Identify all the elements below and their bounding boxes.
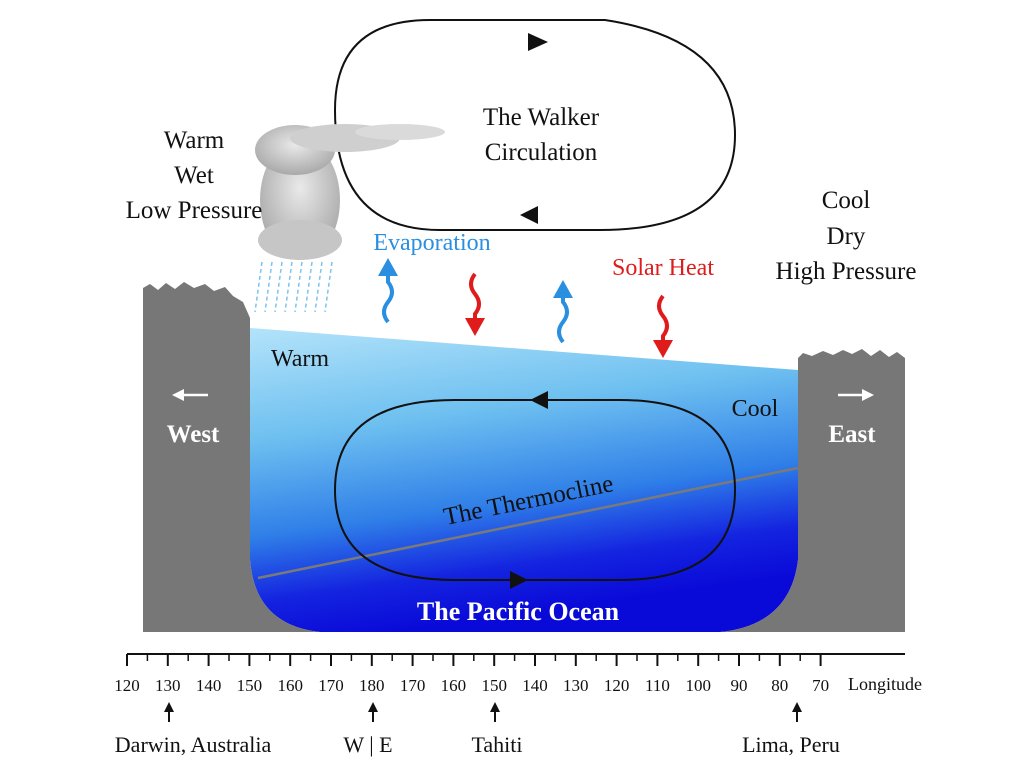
axis-tick-label: 70	[812, 676, 829, 695]
east-weather-line-3: High Pressure	[776, 258, 917, 285]
pacific-ocean-label: The Pacific Ocean	[417, 597, 620, 626]
axis-tick-label: 130	[563, 676, 589, 695]
axis-tick-label: 100	[685, 676, 711, 695]
pacific-ocean	[250, 328, 798, 632]
location-tahiti: Tahiti	[471, 732, 522, 757]
location-marker-lima	[792, 702, 802, 722]
location-marker-tahiti	[490, 702, 500, 722]
location-darwin: Darwin, Australia	[115, 732, 272, 757]
axis-tick-label: 180	[359, 676, 385, 695]
axis-tick-label: 150	[237, 676, 263, 695]
evaporation-arrow-2	[553, 280, 573, 344]
location-lima: Lima, Peru	[742, 732, 840, 757]
solar-heat-label: Solar Heat	[612, 255, 714, 281]
axis-tick-label: 120	[604, 676, 630, 695]
solar-heat-arrow-2	[653, 294, 673, 358]
longitude-axis: 120 130 140 150 160 170 180 170 160 150 140 130 120 1…	[114, 653, 905, 695]
storm-cloud	[255, 124, 445, 260]
location-dateline: W | E	[343, 732, 392, 757]
east-label: East	[828, 421, 876, 448]
axis-title: Longitude	[848, 674, 922, 694]
cool-water-label: Cool	[732, 396, 779, 422]
ocean-circulation-arrow-top	[530, 391, 548, 409]
location-marker-dateline	[368, 702, 378, 722]
axis-tick-label: 80	[771, 676, 788, 695]
east-weather-line-1: Cool	[822, 187, 871, 214]
east-arrow-icon	[838, 389, 874, 401]
west-weather-line-3: Low Pressure	[126, 197, 263, 224]
axis-tick-label: 140	[522, 676, 548, 695]
thermocline-line	[257, 466, 799, 580]
walker-arrow-bottom	[520, 206, 538, 224]
walker-circulation-loop	[333, 19, 737, 231]
location-marker-darwin	[164, 702, 174, 722]
axis-tick-label: 110	[645, 676, 670, 695]
axis-tick-label: 160	[277, 676, 303, 695]
east-landmass	[720, 349, 905, 632]
west-arrow-icon	[172, 389, 208, 401]
ocean-circulation-loop	[333, 399, 737, 581]
axis-tick-label: 120	[114, 676, 140, 695]
walker-arrow-top	[528, 33, 548, 51]
walker-label-line-2: Circulation	[485, 139, 598, 166]
west-landmass	[143, 282, 320, 632]
axis-tick-label: 130	[155, 676, 181, 695]
axis-tick-label: 150	[481, 676, 507, 695]
axis-tick-label: 170	[400, 676, 426, 695]
evaporation-arrow-1	[378, 258, 398, 324]
rain	[254, 261, 333, 313]
axis-tick-label: 160	[441, 676, 467, 695]
west-weather-line-1: Warm	[164, 127, 225, 154]
west-label: West	[167, 421, 220, 448]
ocean-circulation-arrow-bottom	[510, 571, 528, 589]
evaporation-label: Evaporation	[373, 230, 490, 256]
solar-heat-arrow-1	[465, 272, 485, 336]
axis-tick-label: 140	[196, 676, 222, 695]
walker-label-line-1: The Walker	[483, 104, 600, 131]
axis-tick-label: 170	[318, 676, 344, 695]
west-weather-line-2: Wet	[174, 162, 214, 189]
warm-water-label: Warm	[271, 346, 329, 372]
axis-tick-label: 90	[731, 676, 748, 695]
east-weather-line-2: Dry	[827, 223, 866, 250]
